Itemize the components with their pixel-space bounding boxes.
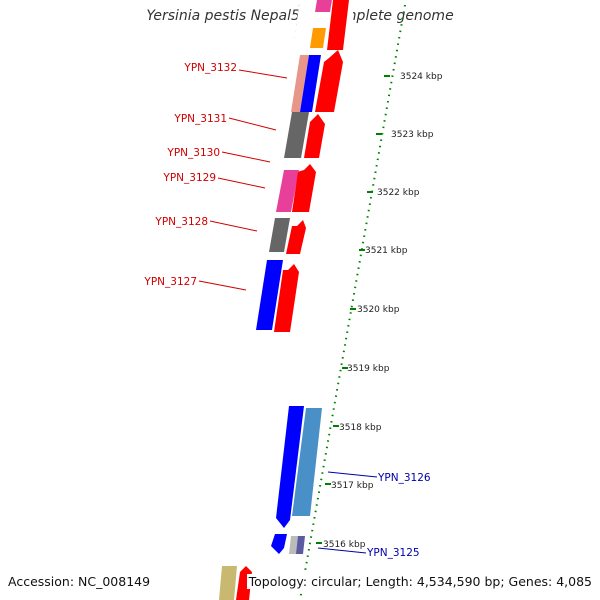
gene-feature-steelblue (292, 408, 322, 516)
tick-label: 3517 kbp (331, 481, 374, 491)
gene-feature-red-arrow (286, 220, 306, 254)
tick-label: 3519 kbp (347, 364, 390, 374)
gene-label-ypn-3128: YPN_3128 (154, 216, 208, 228)
label-leader-line (198, 280, 247, 291)
gene-feature-gray (284, 112, 309, 158)
gene-label-ypn-3125: YPN_3125 (366, 547, 420, 559)
gene-label-ypn-3126: YPN_3126 (377, 472, 431, 484)
gene-feature-blue-arrow (276, 406, 304, 528)
tick-label: 3518 kbp (339, 423, 382, 433)
label-leader-line (317, 547, 367, 554)
left-gene-labels: YPN_3132 YPN_3131 YPN_3130 YPN_3129 YPN_… (143, 62, 288, 291)
label-leader-line (217, 177, 266, 189)
tick-label: 3524 kbp (400, 72, 443, 82)
gene-feature-red-arrow (274, 264, 299, 332)
gene-feature-khaki (219, 566, 237, 600)
gene-feature-red-arrow (315, 50, 343, 112)
label-leader-line (221, 151, 271, 163)
label-leader-line (228, 117, 277, 131)
topology-text: Topology: circular; Length: 4,534,590 bp… (246, 574, 594, 589)
gene-feature-salmon (291, 55, 309, 112)
gene-feature-blue (256, 260, 283, 330)
gene-feature-top-pink (315, 0, 332, 12)
gene-feature-pink (276, 170, 299, 212)
gene-feature-top-orange (310, 28, 326, 48)
gene-feature-slate (296, 536, 305, 554)
tick-label: 3516 kbp (323, 540, 366, 550)
gene-label-ypn-3127: YPN_3127 (143, 276, 197, 288)
accession-text: Accession: NC_008149 (6, 574, 153, 589)
gene-label-ypn-3131: YPN_3131 (173, 113, 227, 125)
gene-label-ypn-3129: YPN_3129 (162, 172, 216, 184)
tick-label: 3520 kbp (357, 305, 400, 315)
gene-feature-blue-arrow (271, 534, 287, 554)
tick-labels: 3524 kbp 3523 kbp 3522 kbp 3521 kbp 3520… (323, 72, 443, 550)
gene-feature-blue (300, 55, 321, 112)
gene-feature-top-red (327, 0, 349, 50)
label-leader-line (238, 69, 288, 79)
gene-label-ypn-3130: YPN_3130 (166, 147, 220, 159)
gene-feature-red-arrow-small (297, 164, 316, 172)
gene-label-ypn-3132: YPN_3132 (183, 62, 237, 74)
label-leader-line (327, 471, 378, 478)
tick-label: 3522 kbp (377, 188, 420, 198)
outer-tick-marks (316, 75, 390, 544)
tick-label: 3521 kbp (365, 246, 408, 256)
gene-feature-red-arrow (304, 114, 325, 158)
label-leader-line (209, 220, 258, 232)
right-gene-labels: YPN_3126 YPN_3125 (317, 471, 431, 559)
tick-label: 3523 kbp (391, 130, 434, 140)
gene-feature-gray (269, 218, 290, 252)
gene-feature-red-arrow (292, 172, 316, 212)
